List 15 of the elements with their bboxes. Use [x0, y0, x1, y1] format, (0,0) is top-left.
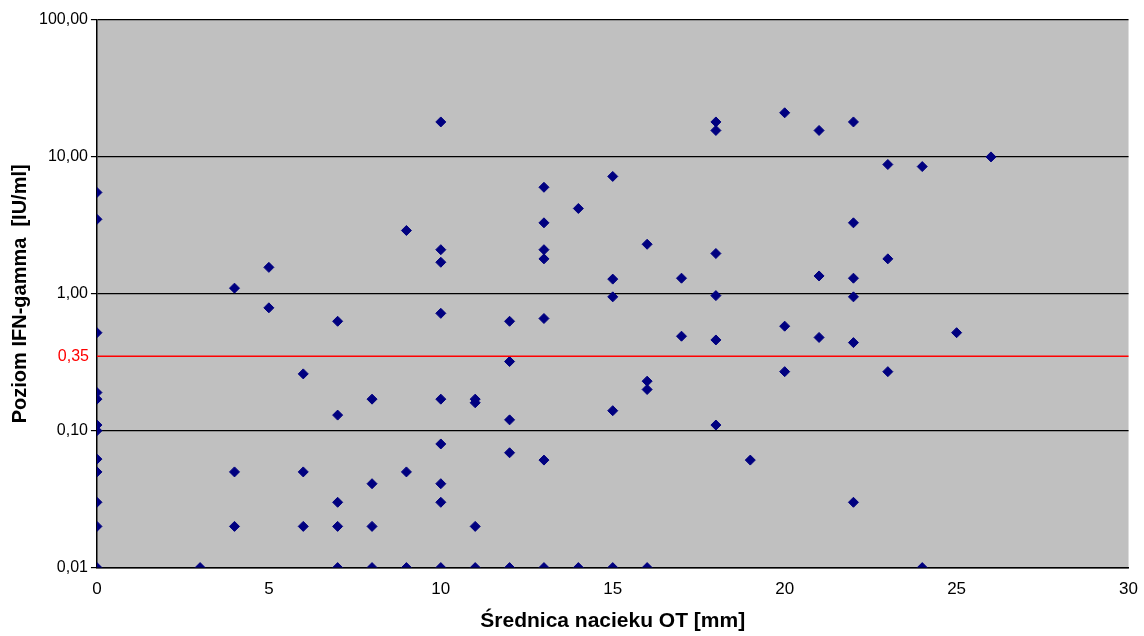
ref-line-label: 0,35 [57, 346, 90, 364]
x-tick-label: 15 [603, 579, 623, 599]
x-axis-title: Średnica nacieku OT [mm] [480, 608, 746, 632]
x-tick-label: 5 [264, 579, 274, 599]
y-tick-label: 1,00 [56, 284, 89, 302]
y-tick-label: 10,00 [47, 147, 89, 165]
y-tick-label: 0,01 [56, 558, 89, 576]
y-tick-label: 0,10 [56, 421, 89, 439]
y-axis-title: Poziom IFN-gamma [IU/ml] [7, 164, 30, 424]
x-tick-label: 25 [947, 579, 967, 599]
x-tick-label: 30 [1119, 579, 1139, 599]
x-tick-label: 20 [775, 579, 795, 599]
y-tick-label: 100,00 [39, 10, 89, 28]
x-tick-label: 0 [92, 579, 102, 599]
x-tick-label: 10 [431, 579, 451, 599]
